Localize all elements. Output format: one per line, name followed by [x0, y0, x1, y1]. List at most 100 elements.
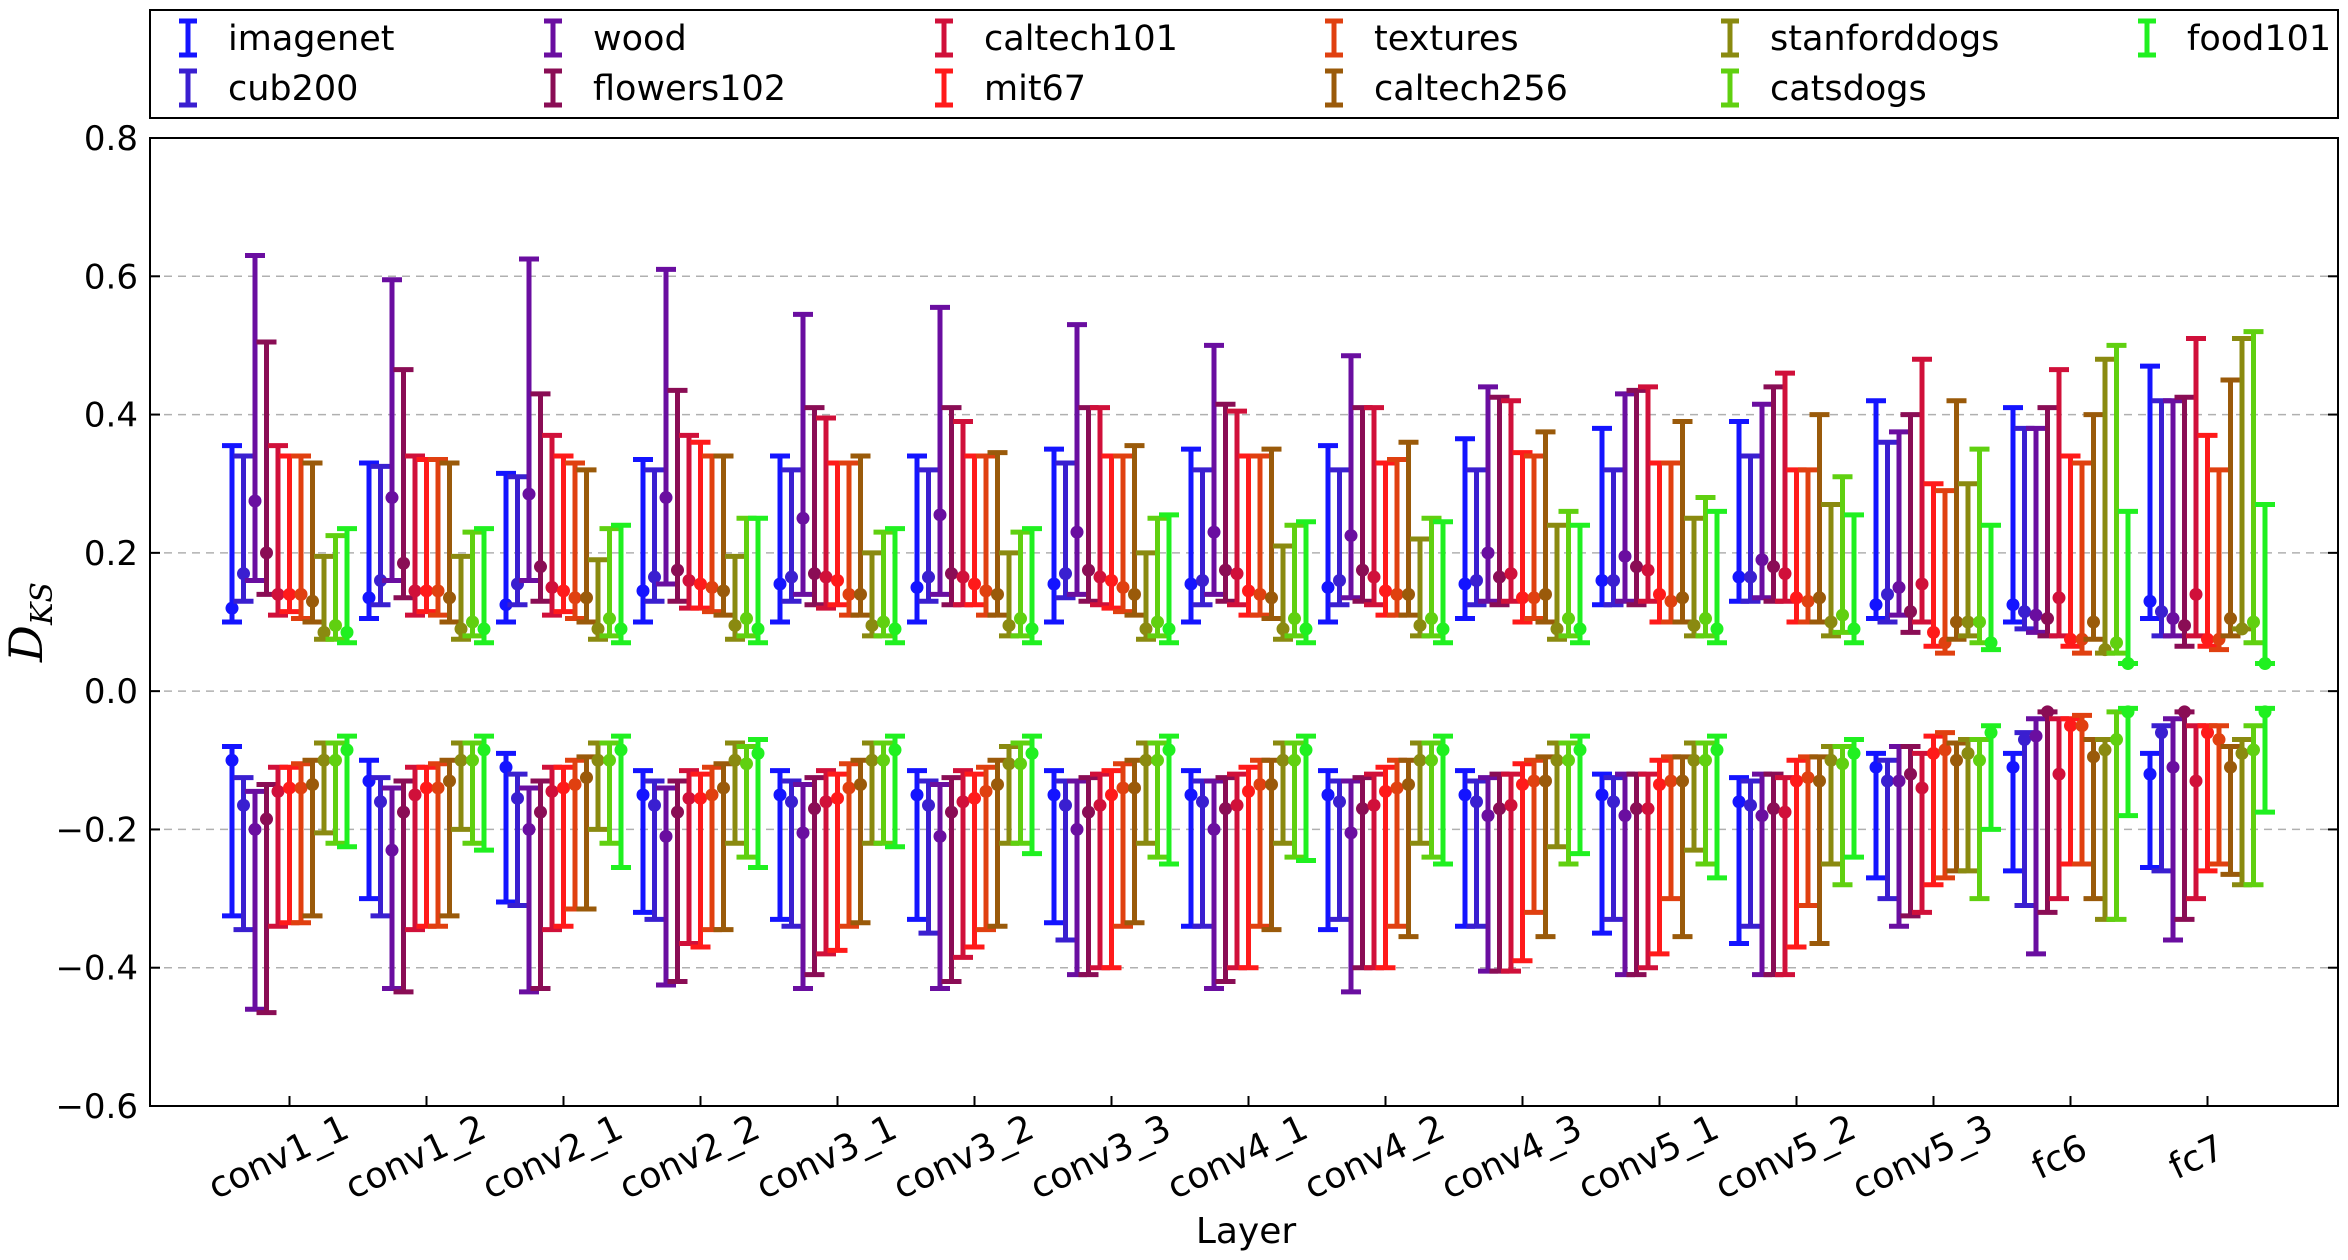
error-bar-caltech256-neg	[576, 754, 597, 912]
error-bar-caltech256-pos	[1809, 412, 1830, 625]
error-bar-marker	[659, 491, 673, 505]
error-bar-marker	[842, 587, 856, 601]
error-bar-marker	[534, 560, 547, 574]
error-bar-flowers102-neg	[393, 778, 414, 995]
error-bar-catsdogs-neg	[1421, 740, 1442, 860]
error-bar-marker	[1059, 798, 1072, 812]
error-bar-imagenet-pos	[1455, 436, 1475, 622]
error-bar-marker	[968, 791, 981, 805]
error-bar-marker	[1025, 746, 1039, 760]
error-bar-marker	[1253, 587, 1267, 601]
error-bar-flowers102-neg	[1763, 771, 1784, 978]
error-bar-marker	[728, 618, 742, 632]
error-bar-marker	[1836, 608, 1849, 622]
error-bar-cub200-pos	[644, 467, 665, 604]
error-bar-caltech101-neg	[2049, 716, 2069, 902]
error-bar-stanforddogs-pos	[314, 553, 334, 642]
error-bar-marker	[1390, 587, 1404, 601]
error-bar-marker	[705, 788, 719, 802]
error-bar-wood-neg	[245, 788, 265, 1012]
error-bar-catsdogs-neg	[1695, 740, 1716, 867]
error-bar-imagenet-neg	[907, 768, 927, 922]
y-axis-title: DKS	[0, 582, 60, 663]
error-bar-textures-pos	[428, 457, 448, 618]
error-bar-marker	[1436, 622, 1450, 636]
error-bar-marker	[1699, 612, 1712, 626]
error-bar-catsdogs-pos	[1421, 515, 1442, 639]
error-bar-stanforddogs-pos	[588, 557, 608, 642]
error-bar-mit67-pos	[1512, 450, 1533, 625]
error-bar-marker	[1984, 726, 1998, 740]
error-bar-marker	[659, 829, 673, 843]
error-bar-food101-neg	[1844, 737, 1864, 860]
error-bar-marker	[2018, 605, 2031, 619]
error-bar-marker	[933, 508, 947, 522]
error-bar-catsdogs-neg	[873, 740, 894, 846]
error-bar-imagenet-pos	[496, 470, 516, 625]
error-bar-marker	[705, 580, 719, 594]
error-bar-catsdogs-neg	[599, 740, 620, 846]
error-bar-caltech101-neg	[405, 764, 425, 933]
error-bar-marker	[591, 753, 605, 767]
error-bar-stanforddogs-neg	[725, 740, 745, 846]
error-bar-flowers102-pos	[256, 339, 277, 597]
error-bar-catsdogs-neg	[1969, 737, 1990, 902]
error-bar-flowers102-neg	[804, 775, 825, 978]
error-bar-mit67-neg	[2197, 723, 2218, 874]
error-bar-marker	[1276, 753, 1290, 767]
error-bar-mit67-neg	[1512, 761, 1533, 964]
error-bar-marker	[1687, 618, 1701, 632]
error-bar-marker	[877, 753, 890, 767]
error-bar-flowers102-neg	[1215, 775, 1236, 985]
error-bar-caltech101-neg	[1638, 771, 1658, 971]
error-bar-flowers102-neg	[2174, 705, 2195, 922]
error-bar-caltech256-pos	[2083, 412, 2104, 642]
error-bar-textures-pos	[1524, 453, 1544, 622]
error-bar-marker	[1253, 777, 1267, 791]
error-bar-marker	[1470, 795, 1483, 809]
error-bar-mit67-neg	[964, 771, 985, 950]
error-bar-marker	[534, 805, 547, 819]
error-bar-marker	[1699, 753, 1712, 767]
error-bar-food101-pos	[2118, 508, 2138, 670]
error-bar-caltech101-neg	[1090, 771, 1110, 971]
error-bar-flowers102-pos	[1078, 405, 1099, 604]
error-bar-marker	[2064, 719, 2077, 733]
error-bar-food101-neg	[474, 733, 494, 853]
error-bar-marker	[956, 795, 970, 809]
error-bar-caltech256-neg	[1535, 754, 1556, 940]
x-tick-label: conv4_3	[1435, 1107, 1588, 1207]
error-bar-stanforddogs-pos	[1410, 536, 1430, 639]
error-bar-imagenet-pos	[2003, 405, 2023, 625]
x-tick-label: conv3_1	[750, 1107, 903, 1207]
error-bar-food101-neg	[2118, 705, 2138, 819]
error-bar-marker	[2201, 632, 2214, 646]
error-bar-marker	[717, 781, 730, 795]
error-bar-marker	[557, 584, 570, 598]
error-bar-marker	[1356, 802, 1369, 816]
x-tick-label: conv1_1	[202, 1107, 355, 1207]
error-bar-textures-neg	[428, 761, 448, 929]
error-bar-marker	[1184, 788, 1198, 802]
error-bar-marker	[420, 584, 433, 598]
error-bar-marker	[1676, 591, 1689, 605]
error-bar-marker	[2247, 743, 2260, 757]
legend-item-cub200: cub200	[179, 68, 358, 109]
error-bar-marker	[2224, 760, 2237, 774]
error-bar-marker	[477, 622, 491, 636]
error-bar-stanforddogs-pos	[451, 553, 471, 642]
legend-label: caltech101	[984, 19, 1178, 59]
error-bar-marker	[2224, 612, 2237, 626]
error-bar-marker	[717, 584, 730, 598]
error-bar-marker	[591, 622, 605, 636]
error-bar-catsdogs-neg	[1832, 743, 1853, 888]
error-bar-textures-neg	[291, 761, 311, 926]
error-bar-flowers102-pos	[393, 367, 414, 601]
error-bar-imagenet-neg	[496, 750, 516, 905]
error-bar-marker	[1927, 625, 1940, 639]
error-bar-caltech256-pos	[1398, 439, 1419, 618]
error-bar-wood-neg	[1204, 778, 1224, 991]
error-bar-imagenet-pos	[770, 453, 790, 625]
error-bar-marker	[1778, 567, 1792, 581]
error-bar-imagenet-pos	[1044, 446, 1064, 625]
